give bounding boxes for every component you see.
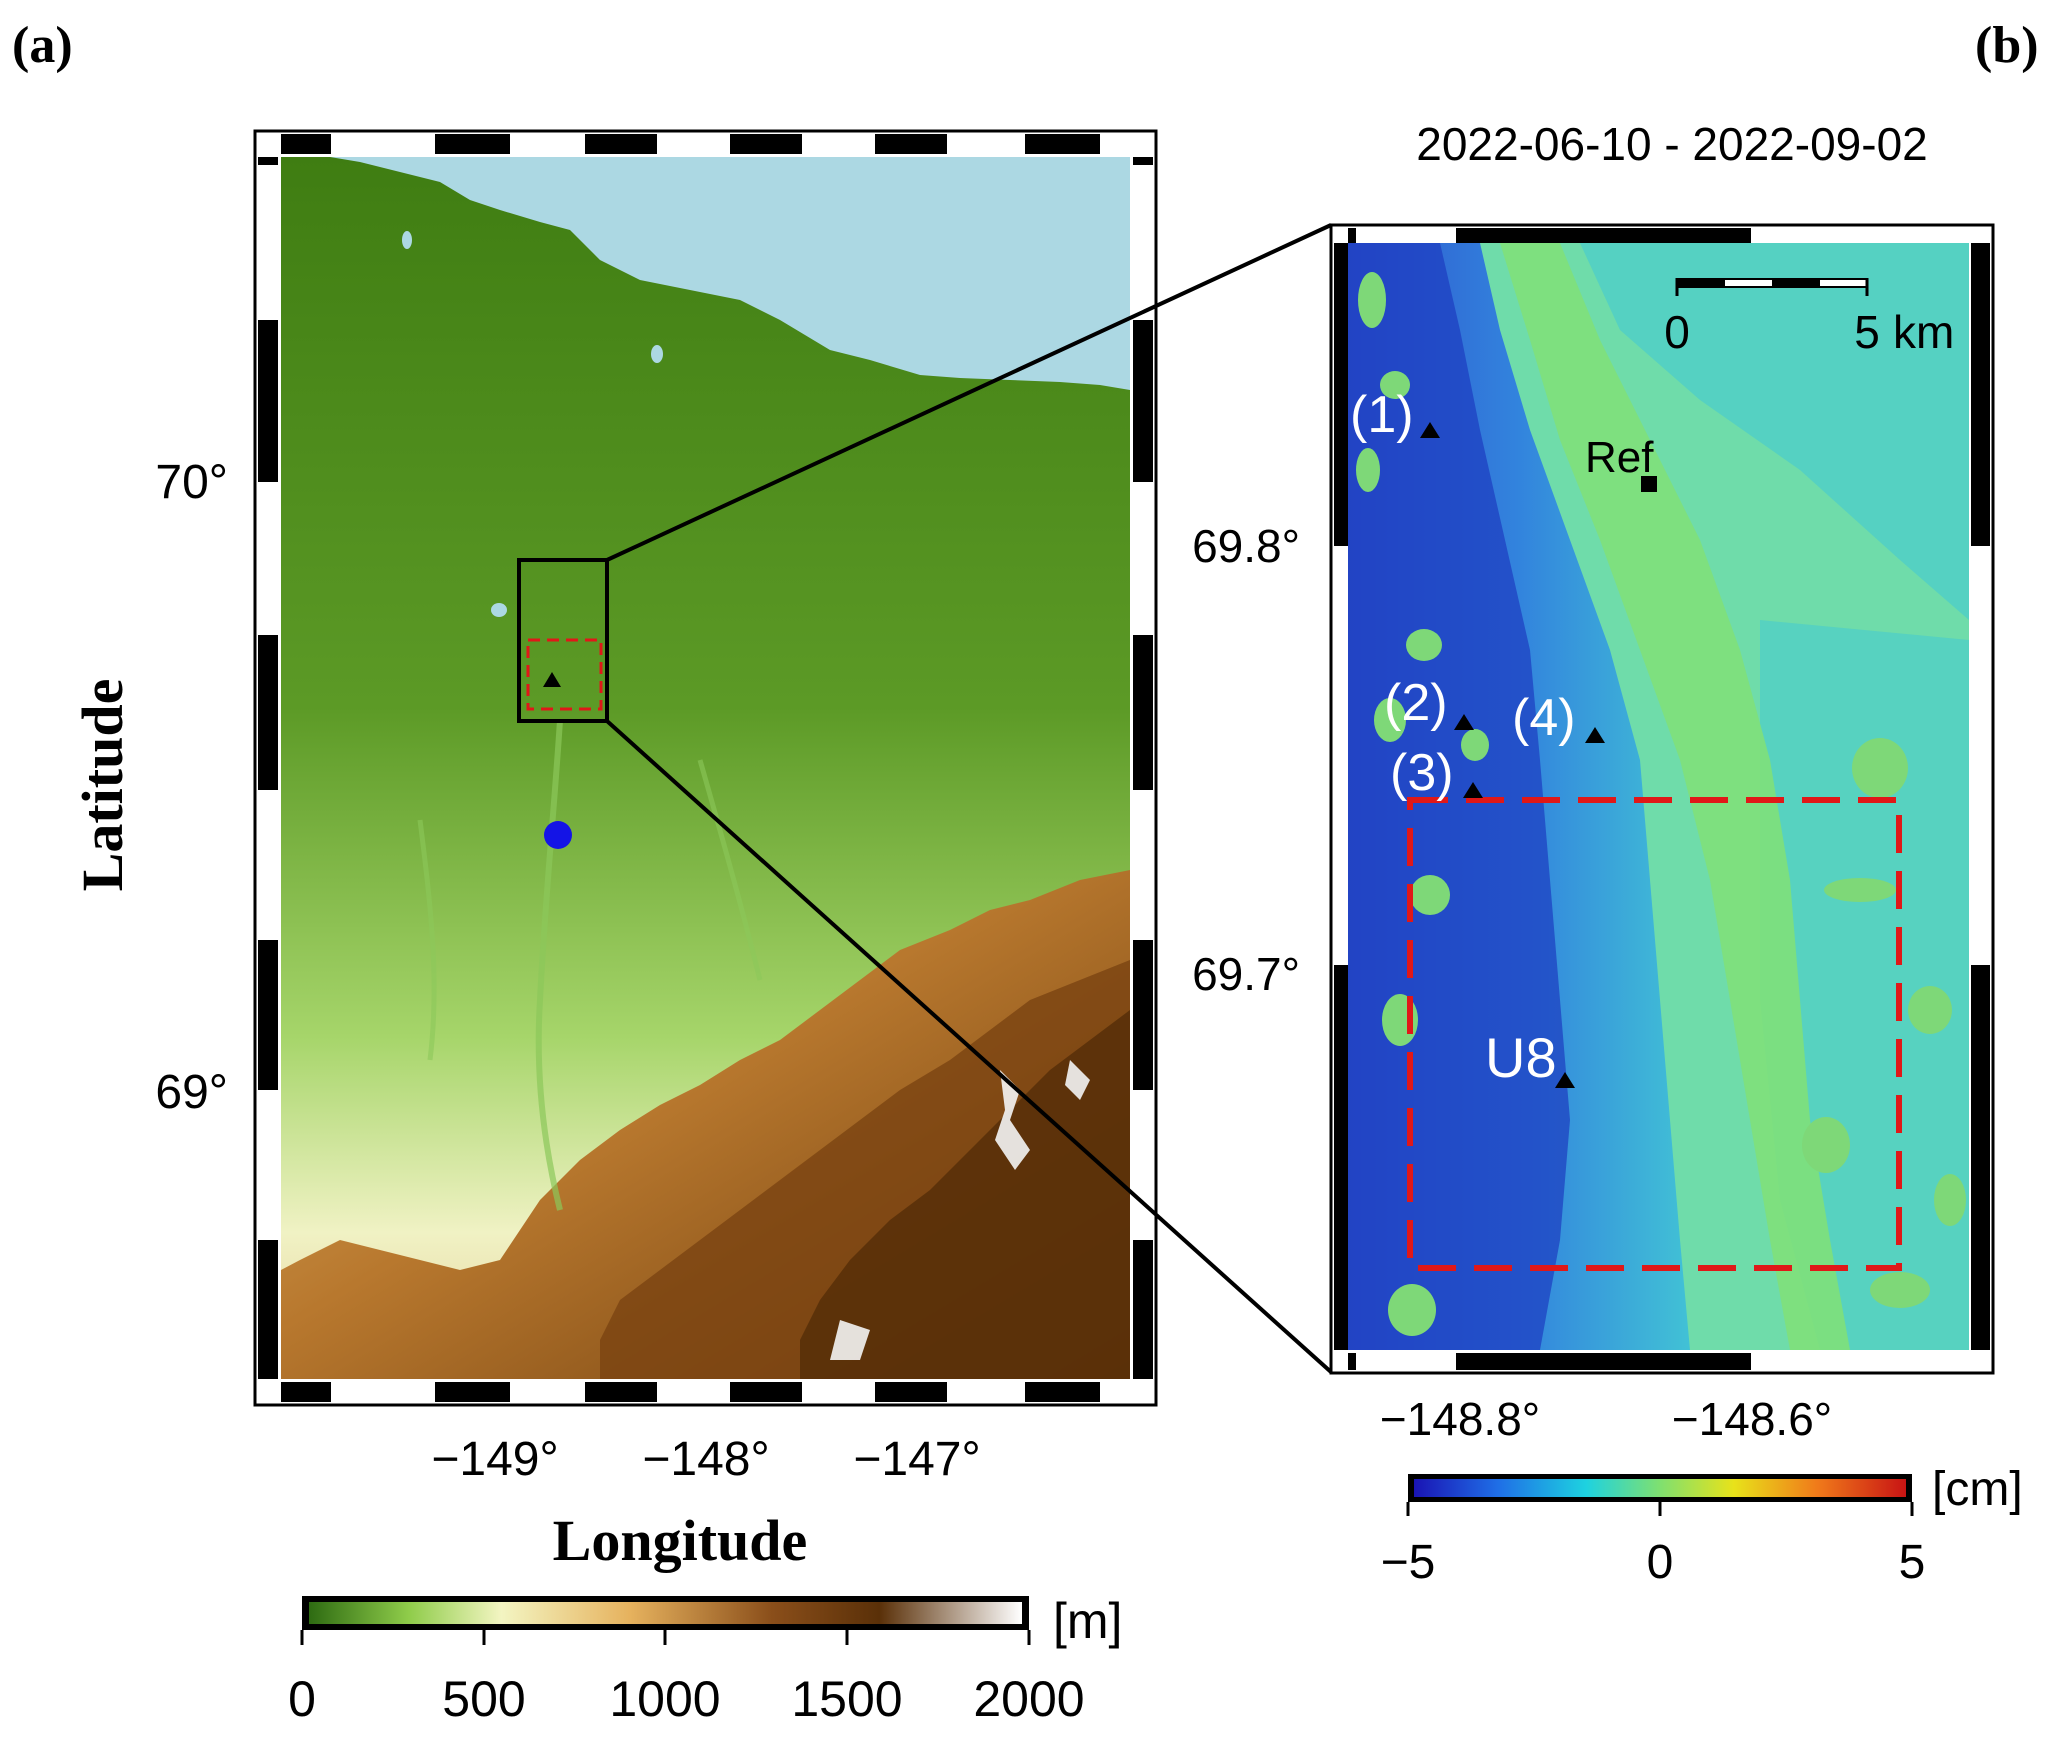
inset-box bbox=[517, 558, 609, 723]
lon-tick-148-8: −148.8° bbox=[1380, 1393, 1540, 1445]
colorbar-a-tick-1500: 1500 bbox=[791, 1671, 902, 1727]
site-label-2: (2) bbox=[1384, 674, 1448, 732]
panel-a-label: (a) bbox=[12, 17, 73, 74]
colorbar-a-tick-1000: 1000 bbox=[609, 1671, 720, 1727]
map-b-frame-ticks bbox=[1334, 228, 1990, 1370]
site-marker-a bbox=[543, 672, 561, 687]
panel-a-map: 70° 69° −149° −148° −147° Longitude Lati… bbox=[70, 129, 1333, 1573]
panel-b-map: 0 5 km (1) Ref (2) (4) (3) U8 69.8° 69.7… bbox=[1192, 223, 1995, 1445]
colorbar-b: −5 0 5 [cm] bbox=[1381, 1463, 2023, 1589]
lon-tick-149: −149° bbox=[431, 1433, 558, 1486]
map-a-frame-ticks bbox=[258, 134, 1153, 1402]
colorbar-b-tick-neg5: −5 bbox=[1381, 1536, 1436, 1589]
scale-bar-unit: km bbox=[1893, 306, 1954, 358]
study-area-box-a bbox=[526, 638, 603, 711]
colorbar-b-tick-5: 5 bbox=[1899, 1536, 1926, 1589]
colorbar-a-tick-500: 500 bbox=[442, 1671, 525, 1727]
blue-marker bbox=[544, 821, 572, 849]
scale-bar-start: 0 bbox=[1664, 306, 1690, 358]
ref-marker bbox=[1641, 476, 1657, 492]
site-marker-4 bbox=[1585, 727, 1605, 743]
site-label-1: (1) bbox=[1350, 386, 1414, 444]
y-axis-title: Latitude bbox=[70, 679, 135, 892]
colorbar-a-unit: [m] bbox=[1053, 1593, 1122, 1649]
colorbar-b-unit: [cm] bbox=[1932, 1463, 2023, 1516]
colorbar-a: 0 500 1000 1500 2000 [m] bbox=[288, 1593, 1122, 1727]
colorbar-b-tick-0: 0 bbox=[1647, 1536, 1674, 1589]
site-marker-u8 bbox=[1555, 1072, 1575, 1088]
lat-tick-70: 70° bbox=[155, 456, 228, 509]
colorbar-a-tick-2000: 2000 bbox=[973, 1671, 1084, 1727]
site-label-3: (3) bbox=[1390, 744, 1454, 802]
scale-bar-end: 5 bbox=[1854, 306, 1880, 358]
lat-tick-69: 69° bbox=[155, 1066, 228, 1119]
site-marker-2 bbox=[1454, 714, 1474, 730]
lon-tick-148-6: −148.6° bbox=[1672, 1393, 1832, 1445]
panel-b-label: (b) bbox=[1975, 17, 2039, 74]
site-label-u8: U8 bbox=[1485, 1026, 1557, 1089]
x-axis-title: Longitude bbox=[553, 1508, 808, 1573]
scale-bar: 0 5 km bbox=[1664, 278, 1954, 358]
lat-tick-69-7: 69.7° bbox=[1192, 948, 1300, 1000]
connector-line-bottom bbox=[605, 719, 1333, 1374]
site-marker-1 bbox=[1420, 422, 1440, 438]
connector-line-top bbox=[606, 223, 1332, 562]
site-label-4: (4) bbox=[1512, 689, 1576, 747]
site-marker-3 bbox=[1463, 782, 1483, 798]
lat-tick-69-8: 69.8° bbox=[1192, 520, 1300, 572]
ref-label: Ref bbox=[1585, 433, 1654, 482]
colorbar-a-tick-0: 0 bbox=[288, 1671, 316, 1727]
panel-b-title: 2022-06-10 - 2022-09-02 bbox=[1416, 118, 1927, 170]
lon-tick-148: −148° bbox=[642, 1433, 769, 1486]
study-area-box-b bbox=[1407, 797, 1902, 1271]
lon-tick-147: −147° bbox=[853, 1433, 980, 1486]
